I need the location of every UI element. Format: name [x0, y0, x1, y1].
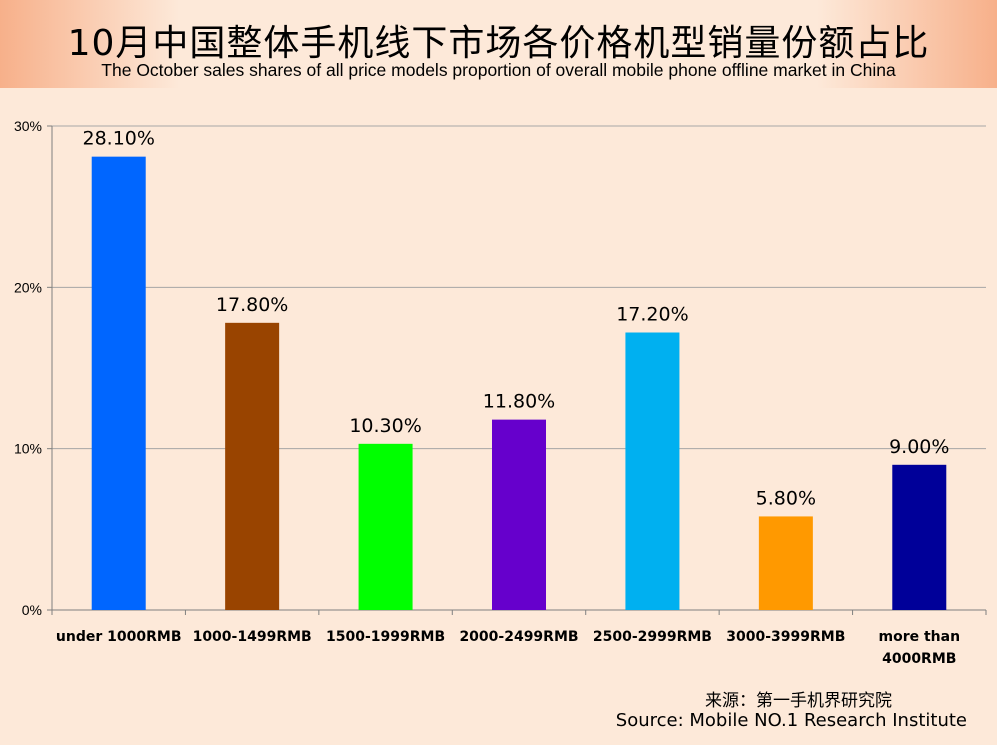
y-tick-label: 20%	[14, 279, 42, 295]
bar	[492, 419, 546, 610]
category-label: 1500-1999RMB	[326, 629, 445, 645]
source-cn: 来源：第一手机界研究院	[705, 691, 892, 711]
y-tick-label: 10%	[14, 441, 42, 457]
category-label: under 1000RMB	[56, 629, 182, 645]
y-tick-label: 0%	[22, 602, 42, 618]
data-label: 11.80%	[483, 391, 555, 413]
bar	[758, 516, 813, 610]
bar	[358, 443, 413, 610]
category-label: 3000-3999RMB	[726, 629, 845, 645]
category-label: 2500-2999RMB	[593, 629, 712, 645]
data-label: 17.20%	[616, 304, 688, 326]
data-label: 5.80%	[756, 487, 816, 509]
category-label: more than	[879, 629, 961, 645]
category-label: 4000RMB	[882, 651, 956, 667]
data-label: 28.10%	[82, 128, 154, 150]
bar	[225, 322, 280, 610]
bar	[892, 464, 947, 610]
chart-title: 10月中国整体手机线下市场各价格机型销量份额占比	[67, 23, 930, 64]
header-band	[0, 0, 997, 88]
y-tick-label: 30%	[14, 118, 42, 134]
chart-subtitle: The October sales shares of all price mo…	[101, 60, 896, 80]
category-label: 2000-2499RMB	[459, 629, 578, 645]
source-en: Source: Mobile NO.1 Research Institute	[615, 710, 967, 731]
bar	[91, 156, 146, 611]
data-label: 9.00%	[889, 436, 949, 458]
data-label: 17.80%	[216, 294, 288, 316]
category-label: 1000-1499RMB	[193, 629, 312, 645]
data-label: 10.30%	[349, 415, 421, 437]
bar	[625, 332, 680, 610]
